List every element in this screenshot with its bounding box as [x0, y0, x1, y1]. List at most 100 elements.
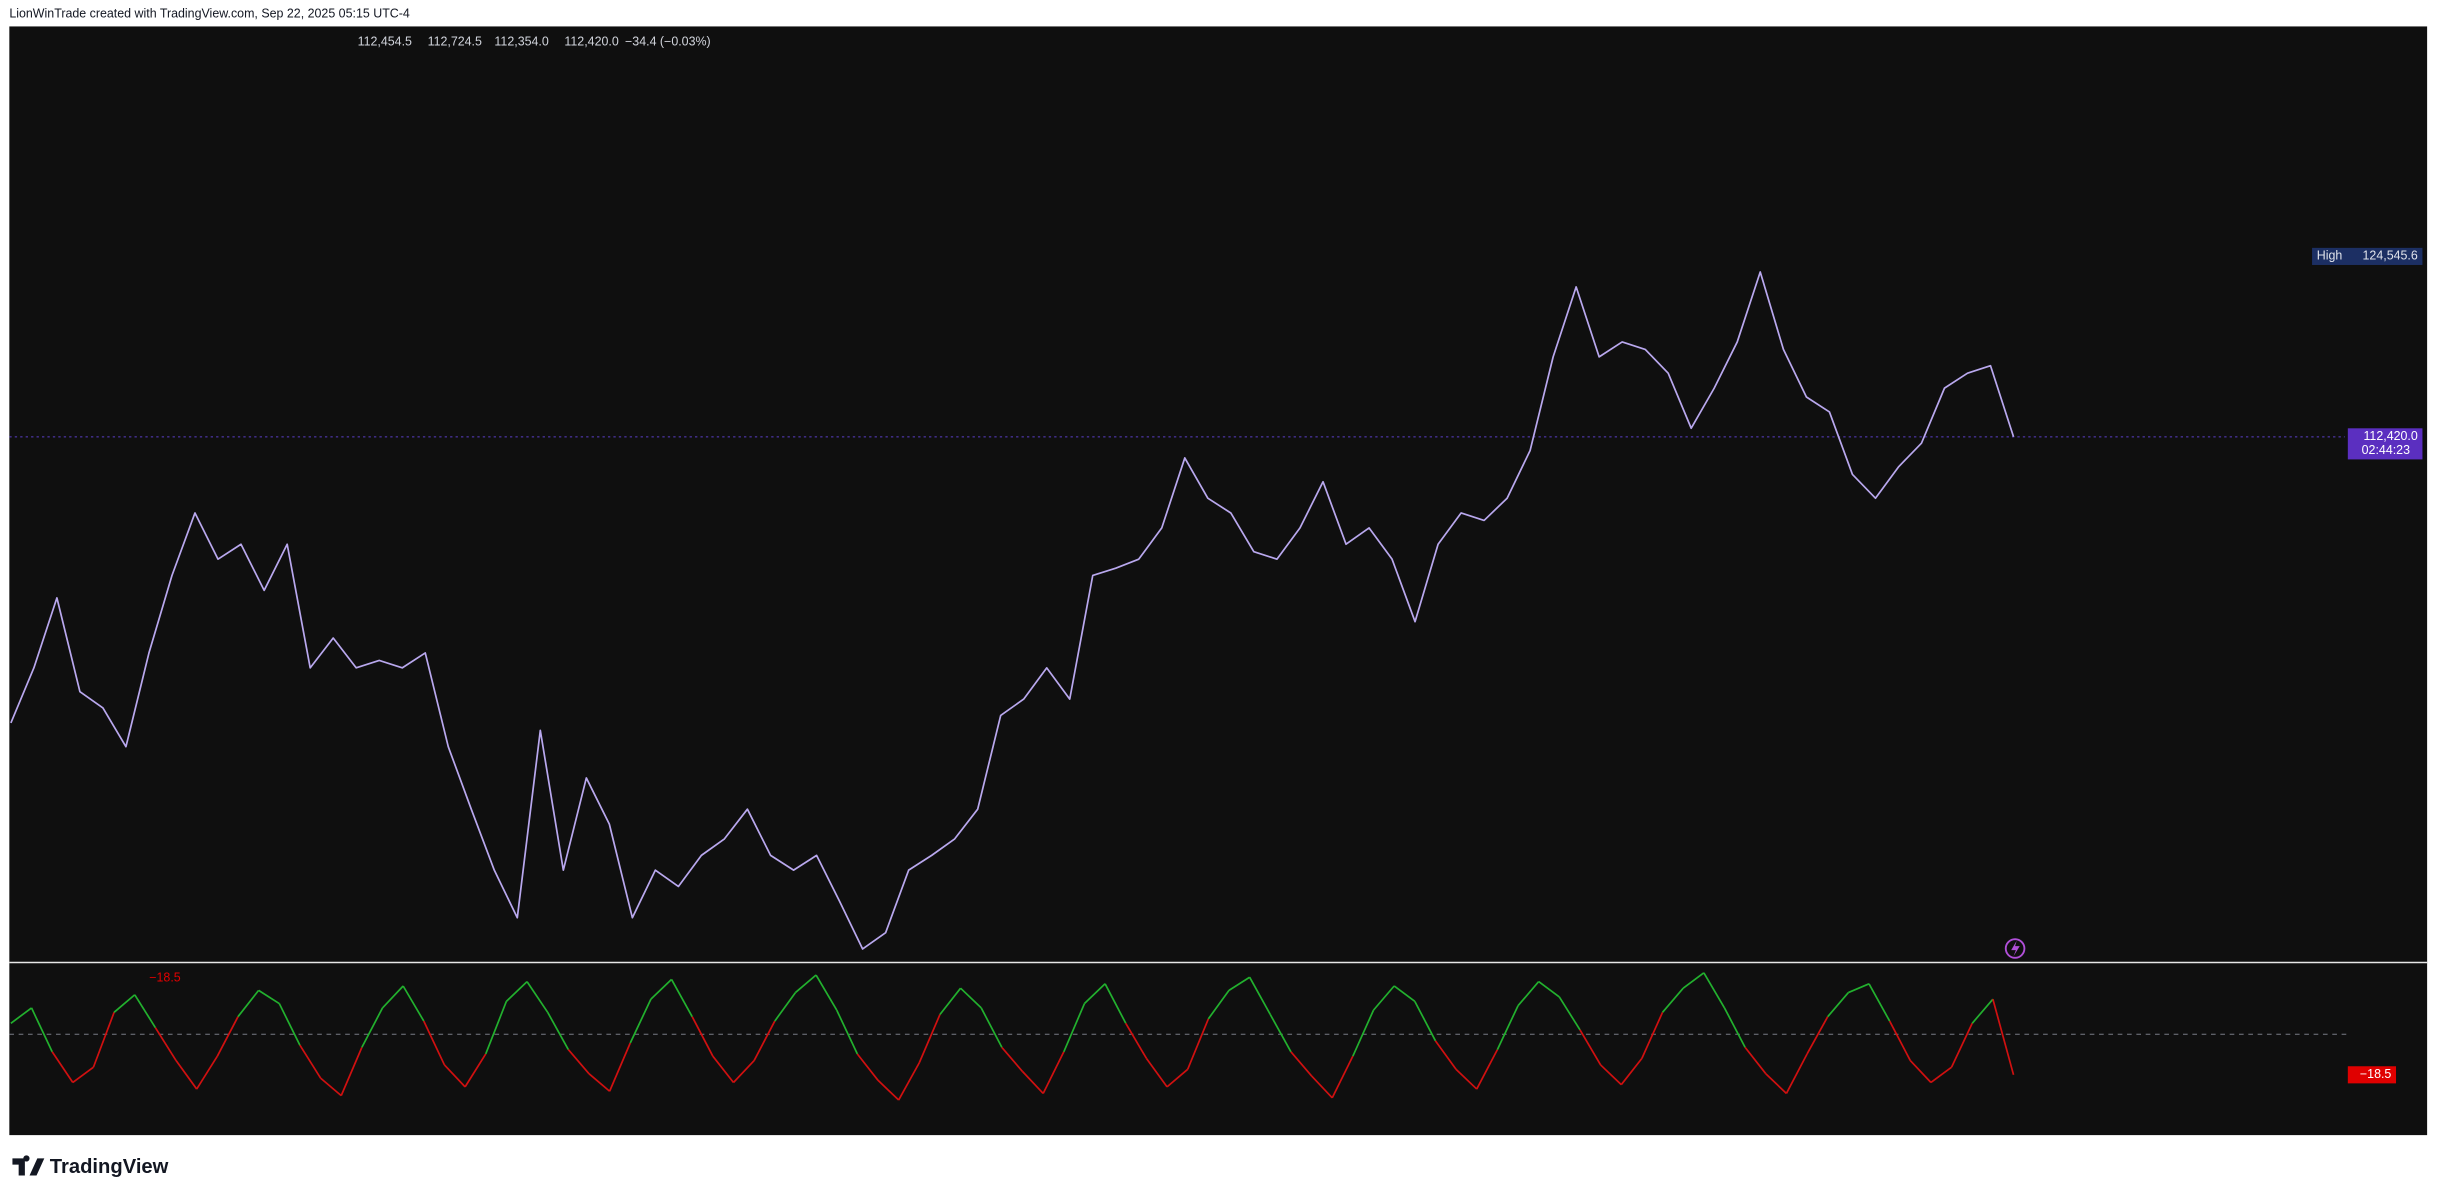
oscillator-segment: [381, 985, 404, 1009]
osc-value-label: −18.5: [2360, 1067, 2392, 1081]
oscillator-segment: [1207, 989, 1230, 1020]
oscillator-segment: [1785, 1053, 1808, 1094]
oscillator-segment: [732, 1059, 755, 1084]
oscillator-segment: [340, 1047, 363, 1096]
oscillator-segment: [588, 1073, 611, 1092]
oscillator-segment: [1269, 1014, 1292, 1053]
high-label-box: [2312, 247, 2423, 265]
oscillator-segment: [1971, 998, 1994, 1024]
alert-icon[interactable]: [2004, 938, 2026, 959]
oscillator-segment: [1703, 972, 1726, 1009]
oscillator-segment: [1290, 1051, 1313, 1077]
oscillator-segment: [650, 978, 673, 1000]
oscillator-segment: [1166, 1068, 1189, 1088]
logo-text[interactable]: TradingView: [50, 1156, 169, 1178]
oscillator-segment: [629, 998, 652, 1044]
logo[interactable]: TradingView: [12, 1155, 169, 1178]
oscillator-segment: [1827, 992, 1850, 1018]
header-title: LionWinTrade created with TradingView.co…: [9, 6, 410, 20]
oscillator-segment: [30, 1007, 53, 1053]
oscillator-segment: [423, 1020, 446, 1066]
oscillator-segment: [815, 974, 838, 1011]
oscillator-segment: [237, 989, 260, 1018]
oscillator-segment: [92, 1012, 115, 1068]
oscillator-segment: [1950, 1022, 1974, 1068]
oscillator-segment: [258, 989, 280, 1005]
oscillator-segment: [1475, 1049, 1499, 1090]
oscillator-segment: [877, 1079, 900, 1101]
oscillator-segment: [464, 1053, 487, 1088]
oscillator-segment: [1909, 1059, 1932, 1084]
oscillator-segment: [670, 979, 693, 1018]
oscillator-segment: [1352, 1009, 1375, 1057]
oscillator-segment: [691, 1016, 714, 1057]
oscillator-segment: [1434, 1040, 1457, 1070]
oscillator-segment: [278, 1003, 301, 1046]
oscillator-segment: [1372, 985, 1395, 1011]
oscillator-segment: [402, 985, 425, 1022]
oscillator-segment: [835, 1009, 859, 1055]
oscillator-segment: [1145, 1057, 1168, 1088]
oscillator-segment: [299, 1044, 322, 1079]
oscillator-segment: [1661, 987, 1684, 1013]
high-label-text: High: [2317, 249, 2343, 263]
oscillator-segment: [567, 1049, 590, 1075]
last-price-box: [2347, 428, 2423, 460]
oscillator-segment: [1848, 983, 1870, 994]
oscillator-segment: [546, 1011, 570, 1051]
oscillator-segment: [1868, 983, 1891, 1022]
oscillator-segment: [1083, 983, 1106, 1005]
oscillator-segment: [195, 1055, 219, 1090]
oscillator-segment: [216, 1016, 239, 1057]
oscillator-segment: [1620, 1057, 1643, 1086]
oscillator-segment: [484, 1001, 508, 1055]
oscillator-segment: [1001, 1046, 1024, 1073]
oscillator-segment: [443, 1064, 466, 1088]
logo-mark[interactable]: [12, 1155, 45, 1176]
oscillator-segment: [980, 1007, 1003, 1048]
countdown: 02:44:23: [2362, 443, 2410, 457]
oscillator-segment: [1744, 1046, 1767, 1075]
oscillator-segment: [1310, 1075, 1333, 1099]
oscillator-segment: [134, 994, 157, 1029]
oscillator-segment: [320, 1077, 342, 1097]
oscillator-segment: [712, 1055, 735, 1084]
oscillator-segment: [1331, 1055, 1354, 1099]
oscillator-segment: [918, 1014, 941, 1064]
oscillator-segment: [1682, 972, 1705, 989]
oscillator-segment: [774, 992, 797, 1022]
oscillator-segment: [1765, 1073, 1788, 1095]
oscillator-segment: [1888, 1020, 1912, 1061]
alert-circle[interactable]: [2004, 938, 2026, 959]
oscillator-segment: [1992, 998, 2015, 1076]
legend-high: 112,724.5: [428, 34, 482, 48]
oscillator-segment: [959, 987, 982, 1009]
oscillator-segment: [608, 1042, 632, 1092]
oscillator-segment: [1042, 1051, 1065, 1094]
oscillator-segment: [1496, 1005, 1519, 1050]
oscillator-segment: [505, 980, 528, 1002]
oscillator-segment: [1104, 983, 1127, 1024]
osc-value-box: [2347, 1066, 2397, 1084]
alert-bolt[interactable]: [2011, 940, 2020, 957]
high-label-value: 124,545.6: [2363, 249, 2418, 263]
oscillator-segment: [1558, 996, 1581, 1031]
legend-close: 112,420.0: [564, 34, 618, 48]
oscillator-segment: [1806, 1016, 1829, 1055]
oscillator-segment: [1455, 1068, 1478, 1090]
oscillator-segment: [51, 1051, 74, 1083]
oscillator-segment: [1414, 1000, 1437, 1042]
last-price-value: 112,420.0: [2363, 429, 2417, 443]
oscillator-segment: [1538, 980, 1560, 998]
oscillator-segment: [1641, 1011, 1664, 1059]
oscillator-segment: [1186, 1018, 1210, 1070]
osc-legend-value: −18.5: [149, 970, 181, 984]
oscillator-segment: [526, 981, 549, 1013]
chart-area: [9, 26, 2428, 1136]
oscillator-segment: [113, 994, 136, 1013]
legend-open: 112,454.5: [358, 34, 412, 48]
oscillator-segment: [897, 1062, 921, 1101]
legend-change: −34.4 (−0.03%): [625, 34, 711, 48]
